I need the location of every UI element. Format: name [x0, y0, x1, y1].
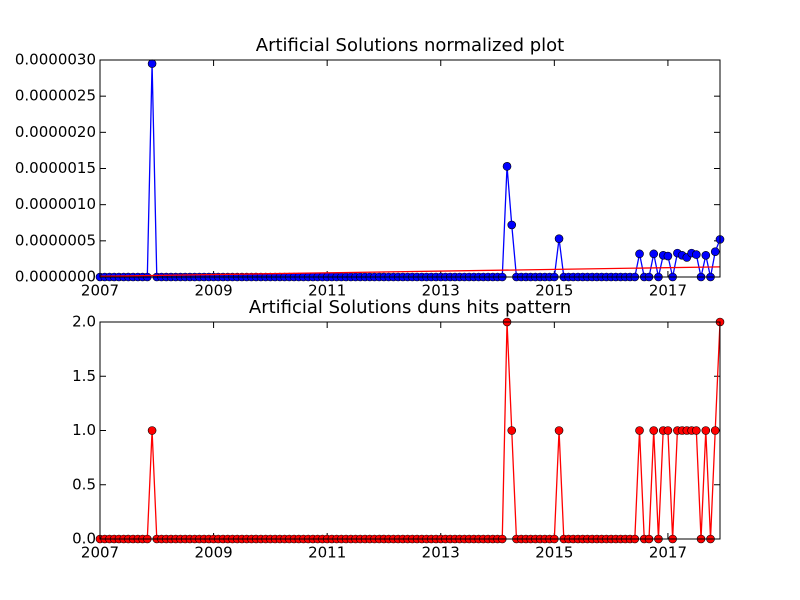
marker	[701, 251, 711, 260]
y-tick-label: 0.0000025	[15, 87, 96, 105]
subplot: Artificial Solutions duns hits pattern 0.…	[72, 297, 725, 562]
y-tick-label: 1.0	[72, 421, 96, 439]
x-tick-label: 2011	[308, 544, 346, 562]
y-tick-label: 2.0	[72, 313, 96, 331]
x-tick-label: 2017	[649, 282, 687, 300]
chart-title: Artificial Solutions normalized plot	[256, 35, 564, 56]
marker	[663, 251, 673, 261]
marker	[701, 426, 711, 435]
y-tick-label: 0.0000000	[15, 268, 96, 286]
marker	[663, 426, 673, 435]
x-tick-label: 2017	[649, 544, 687, 562]
marker	[692, 426, 701, 435]
marker	[554, 234, 564, 243]
marker	[649, 249, 659, 259]
marker	[502, 162, 512, 171]
y-tick-label: 0.0000020	[15, 123, 96, 141]
marker	[147, 426, 157, 435]
y-tick-label: 1.5	[72, 367, 96, 385]
marker	[507, 426, 517, 435]
marker	[635, 426, 644, 435]
marker	[147, 59, 157, 68]
x-tick-label: 2009	[194, 544, 232, 562]
line	[100, 266, 721, 277]
marker	[635, 249, 644, 259]
axes-frame	[99, 321, 721, 540]
line	[100, 321, 721, 540]
y-tick-label: 0.0000030	[15, 51, 96, 69]
chart-title: Artificial Solutions duns hits pattern	[249, 297, 571, 318]
marker	[692, 250, 701, 259]
line	[100, 63, 721, 278]
x-tick-label: 2015	[535, 544, 573, 562]
marker	[710, 247, 720, 256]
y-tick-label: 0.0000005	[15, 231, 96, 249]
x-tick-label: 2009	[194, 282, 232, 300]
x-tick-label: 2011	[308, 282, 346, 300]
x-tick-label: 2007	[81, 282, 119, 300]
x-tick-label: 2013	[422, 282, 460, 300]
y-tick-label: 0.5	[72, 475, 96, 493]
marker	[710, 426, 720, 435]
y-tick-label: 0.0000010	[15, 195, 96, 213]
marker	[649, 426, 659, 435]
x-tick-label: 2015	[535, 282, 573, 300]
axes-frame	[99, 59, 721, 278]
marker	[507, 220, 517, 230]
y-tick-label: 0.0000015	[15, 159, 96, 177]
marker	[554, 426, 564, 435]
y-tick-label: 0.0	[72, 530, 96, 548]
x-tick-label: 2007	[81, 544, 119, 562]
subplot: Artificial Solutions normalized plot 0.00…	[15, 35, 725, 300]
x-tick-label: 2013	[422, 544, 460, 562]
